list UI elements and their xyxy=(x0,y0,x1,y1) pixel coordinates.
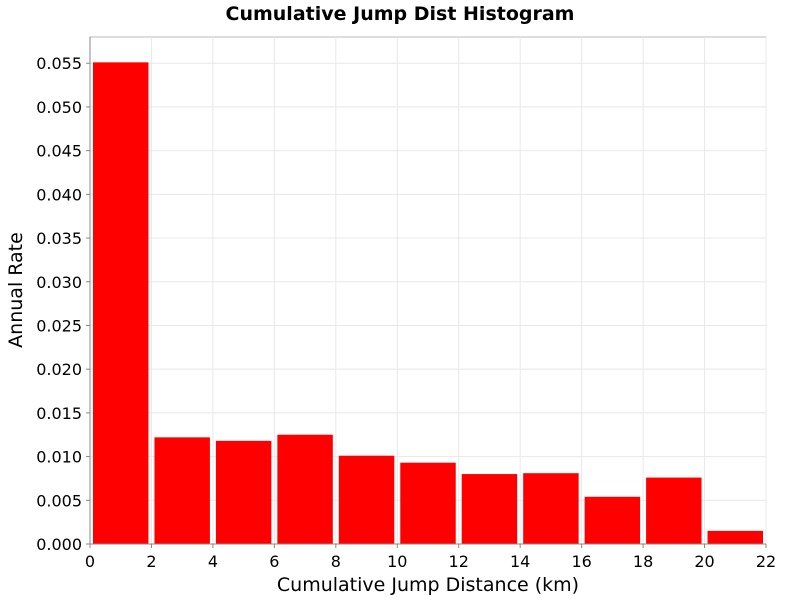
chart-title: Cumulative Jump Dist Histogram xyxy=(226,3,575,25)
bar-4-6 xyxy=(215,440,272,544)
bars-group xyxy=(93,62,763,544)
bar-16-18 xyxy=(584,496,641,544)
y-tick-label: 0.010 xyxy=(36,448,82,467)
y-tick-label: 0.050 xyxy=(36,98,82,117)
bar-8-10 xyxy=(338,455,395,544)
bar-6-8 xyxy=(277,434,333,544)
y-tick-label: 0.055 xyxy=(36,54,82,73)
x-tick-label: 4 xyxy=(208,552,218,571)
x-tick-label: 12 xyxy=(449,552,469,571)
y-tick-label: 0.045 xyxy=(36,142,82,161)
x-tick-label: 10 xyxy=(387,552,407,571)
bar-14-16 xyxy=(523,473,579,544)
bar-2-4 xyxy=(154,437,210,544)
y-tick-label: 0.020 xyxy=(36,360,82,379)
y-tick-label: 0.025 xyxy=(36,316,82,335)
x-tick-label: 8 xyxy=(331,552,341,571)
x-tick-label: 6 xyxy=(269,552,279,571)
x-axis-label: Cumulative Jump Distance (km) xyxy=(277,574,579,596)
x-tick-label: 16 xyxy=(571,552,591,571)
x-tick-label: 20 xyxy=(694,552,714,571)
bar-18-20 xyxy=(646,477,702,544)
bar-20-22 xyxy=(707,530,763,544)
gridlines xyxy=(90,37,767,544)
y-axis: 0.000 0.005 0.010 0.015 0.020 0.025 0.030 0.035… xyxy=(36,37,91,554)
bar-0-2 xyxy=(93,62,149,544)
y-tick-label: 0.015 xyxy=(36,404,82,423)
x-axis: 0 2 4 6 8 10 12 14 16 18 20 22 xyxy=(85,543,776,571)
x-tick-label: 18 xyxy=(633,552,653,571)
bar-12-14 xyxy=(461,474,518,544)
x-tick-label: 22 xyxy=(756,552,776,571)
x-tick-label: 2 xyxy=(146,552,156,571)
x-tick-label: 14 xyxy=(510,552,530,571)
y-tick-label: 0.035 xyxy=(36,229,82,248)
y-axis-label: Annual Rate xyxy=(5,232,27,348)
y-tick-label: 0.040 xyxy=(36,185,82,204)
y-tick-label: 0.005 xyxy=(36,491,82,510)
bar-10-12 xyxy=(400,462,456,544)
x-tick-label: 0 xyxy=(85,552,95,571)
y-tick-label: 0.000 xyxy=(36,535,82,554)
y-tick-label: 0.030 xyxy=(36,273,82,292)
